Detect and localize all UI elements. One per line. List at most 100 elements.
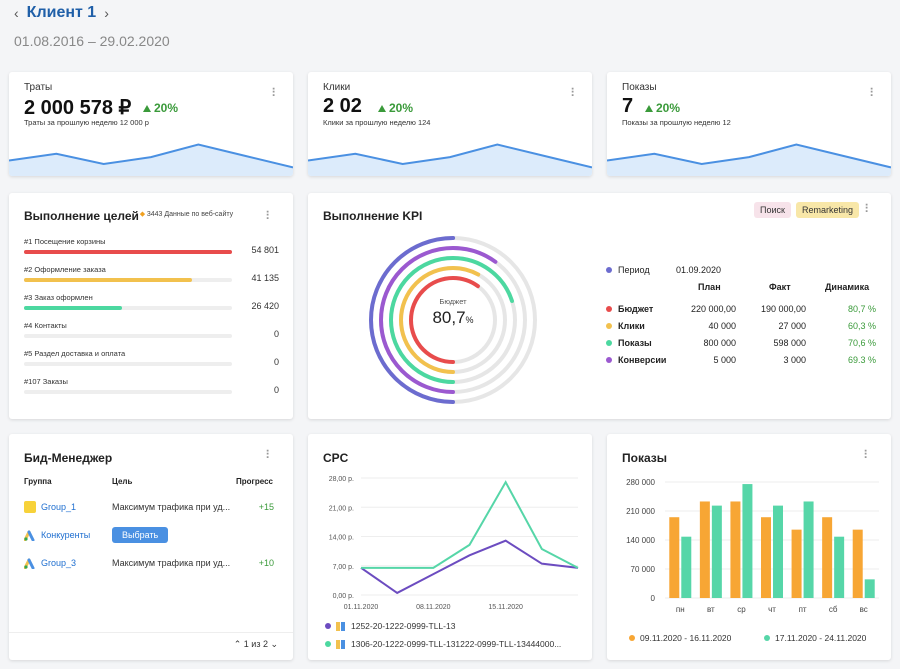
filter-remarketing-pill[interactable]: Remarketing — [796, 202, 860, 218]
date-range[interactable]: 01.08.2016 – 29.02.2020 — [14, 33, 170, 49]
kpi-plan: 5 000 — [713, 355, 736, 365]
google-ads-icon — [336, 639, 345, 649]
goals-card: Выполнение целей ⬥ 3443 Данные по веб-са… — [9, 193, 293, 419]
goal-row[interactable]: #4 Контакты 0 — [24, 321, 279, 339]
ring-progress — [379, 246, 527, 394]
goal-row[interactable]: #107 Заказы 0 — [24, 377, 279, 395]
bid-goal: Максимум трафика при уд... — [112, 502, 231, 512]
ring-progress — [369, 236, 537, 404]
client-name[interactable]: Клиент 1 — [26, 4, 97, 21]
bid-row[interactable]: Group_1 Максимум трафика при уд... +15 — [24, 500, 274, 518]
prev-client-button[interactable]: ‹ — [14, 5, 19, 21]
next-client-button[interactable]: › — [104, 5, 109, 21]
drag-handle-icon[interactable] — [570, 86, 579, 100]
bid-row[interactable]: Конкуренты Выбрать — [24, 527, 274, 546]
x-tick-label: 15.11.2020 — [488, 604, 523, 611]
goal-value: 54 801 — [251, 245, 279, 255]
kpi-fact: 190 000,00 — [760, 304, 806, 314]
kpi-card-spend: Траты 2 000 578 ₽ 20% Траты за прошлую н… — [9, 72, 293, 176]
kpi-previous: Траты за прошлую неделю 12 000 р — [24, 118, 149, 127]
goal-value: 41 135 — [251, 273, 279, 283]
kpi-performance-card: Выполнение KPI Поиск Remarketing Бюджет … — [308, 193, 891, 419]
x-tick-label: вс — [860, 605, 868, 614]
kpi-dot — [606, 357, 612, 363]
goal-row[interactable]: #3 Заказ оформлен 26 420 — [24, 293, 279, 311]
bar — [773, 505, 783, 598]
sparkline-area — [308, 144, 592, 176]
drag-handle-icon[interactable] — [863, 448, 872, 462]
bar — [699, 501, 710, 598]
goal-progress-track — [24, 362, 232, 366]
goal-row[interactable]: #5 Раздел доставка и оплата 0 — [24, 349, 279, 367]
kpi-label: Показы — [622, 82, 657, 93]
kpi-previous: Клики за прошлую неделю 124 — [323, 118, 431, 127]
bar — [669, 517, 680, 598]
up-arrow-icon — [645, 105, 653, 112]
kpi-plan: 800 000 — [703, 338, 736, 348]
drag-handle-icon[interactable] — [271, 86, 280, 100]
ring-center-value: 80,7% — [432, 308, 474, 327]
legend-item[interactable]: 1252-20-1222-0999-TLL-13 — [325, 621, 455, 631]
goal-row[interactable]: #1 Посещение корзины 54 801 — [24, 237, 279, 255]
goal-row[interactable]: #2 Оформление заказа 41 135 — [24, 265, 279, 283]
drag-handle-icon[interactable] — [265, 209, 274, 223]
y-tick-label: 7,00 р. — [333, 564, 354, 571]
kpi-value: 2 02 — [323, 95, 362, 117]
cpc-line-chart: 28,00 р. 21,00 р. 14,00 р. 7,00 р. 0,00 р. 01… — [329, 476, 579, 611]
sparkline-line — [308, 143, 592, 169]
drag-handle-icon[interactable] — [265, 448, 274, 462]
kpi-name: Бюджет — [618, 304, 654, 314]
kpi-dynamics: 60,3 % — [847, 321, 876, 331]
period-dot — [606, 267, 612, 273]
impressions-bar-chart: 280 000 210 000 140 000 70 000 0 пн вт ср чт пт сб… — [626, 478, 879, 614]
kpi-value: 2 000 578 ₽ — [24, 97, 132, 119]
kpi-delta: 20% — [378, 101, 413, 115]
x-tick-label: сб — [829, 605, 838, 614]
sparkline — [607, 143, 891, 176]
x-tick-label: 08.11.2020 — [416, 604, 451, 611]
card-title: Выполнение целей — [24, 209, 139, 223]
bid-manager-card: Бид-Менеджер Группа Цель Прогресс Group_… — [9, 434, 293, 660]
goals-source-badge[interactable]: ⬥ 3443 Данные по веб-сайту — [140, 211, 234, 218]
goal-label: #4 Контакты — [24, 321, 67, 330]
select-goal-button[interactable]: Выбрать — [112, 527, 169, 543]
kpi-dynamics: 70,6 % — [847, 338, 876, 348]
x-tick-label: пт — [799, 605, 807, 614]
tag-icon: ⬥ — [140, 211, 145, 218]
legend-item[interactable]: 09.11.2020 - 16.11.2020 — [629, 633, 731, 643]
bid-group-link[interactable]: Group_3 — [41, 558, 77, 568]
kpi-card-clicks: Клики 2 02 20% Клики за прошлую неделю 1… — [308, 72, 592, 176]
kpi-card-impressions: Показы 7 20% Показы за прошлую неделю 12 — [607, 72, 891, 176]
ring-progress — [409, 276, 497, 364]
kpi-label: Траты — [24, 82, 53, 93]
legend-item[interactable]: 17.11.2020 - 24.11.2020 — [764, 633, 866, 643]
filter-search-pill[interactable]: Поиск — [754, 202, 791, 218]
kpi-delta: 20% — [645, 101, 680, 115]
goal-progress-track — [24, 390, 232, 394]
sparkline-line — [9, 143, 293, 169]
y-tick-label: 21,00 р. — [329, 505, 354, 512]
x-tick-label: чт — [768, 605, 776, 614]
bid-row[interactable]: Group_3 Максимум трафика при уд... +10 — [24, 556, 274, 574]
period-value: 01.09.2020 — [676, 265, 722, 275]
drag-handle-icon[interactable] — [864, 202, 873, 216]
series-line — [361, 480, 579, 569]
card-title: CPC — [323, 451, 349, 465]
bar — [852, 529, 863, 598]
legend-item[interactable]: 1306-20-1222-0999-TLL-131222-0999-TLL-13… — [325, 639, 561, 649]
legend-dot — [325, 641, 331, 647]
goal-value: 0 — [273, 385, 279, 395]
y-tick-label: 70 000 — [631, 565, 656, 574]
goal-value: 0 — [273, 329, 279, 339]
pagination[interactable]: ⌃ 1 из 2 ⌄ — [233, 639, 278, 649]
card-title: Бид-Менеджер — [24, 451, 113, 465]
bar — [681, 536, 692, 598]
drag-handle-icon[interactable] — [869, 86, 878, 100]
bid-group-link[interactable]: Group_1 — [41, 502, 77, 512]
legend-dot — [325, 623, 331, 629]
card-title: Выполнение KPI — [323, 209, 423, 223]
bid-group-link[interactable]: Конкуренты — [41, 530, 91, 540]
bid-progress: +15 — [258, 502, 274, 512]
col-dynamics: Динамика — [825, 282, 870, 292]
col-goal: Цель — [112, 477, 133, 486]
